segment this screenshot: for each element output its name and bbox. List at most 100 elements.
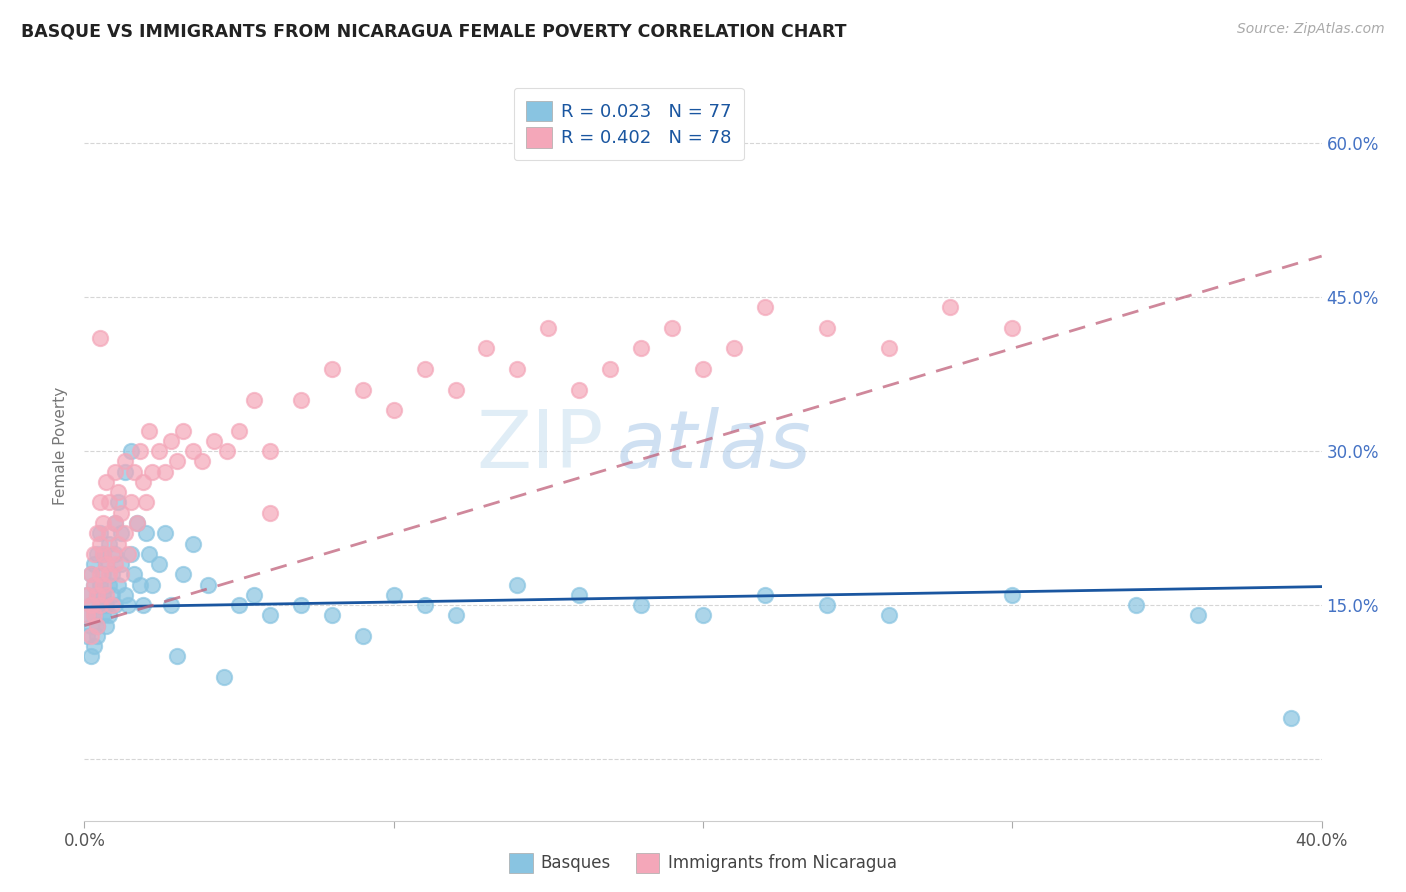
Point: [568, 383, 591, 397]
Point: [141, 465, 163, 479]
Point: [94, 618, 117, 632]
Point: [160, 598, 183, 612]
Point: [91, 608, 114, 623]
Point: [243, 588, 266, 602]
Point: [94, 598, 117, 612]
Point: [1001, 588, 1024, 602]
Point: [107, 495, 129, 509]
Point: [1001, 321, 1024, 335]
Point: [89, 598, 111, 612]
Point: [166, 454, 188, 468]
Point: [86, 629, 108, 643]
Point: [138, 547, 160, 561]
Point: [117, 598, 139, 612]
Point: [120, 444, 142, 458]
Point: [98, 577, 121, 591]
Point: [215, 444, 238, 458]
Point: [76, 588, 98, 602]
Point: [754, 588, 776, 602]
Point: [382, 588, 405, 602]
Point: [228, 424, 250, 438]
Point: [114, 465, 136, 479]
Point: [692, 608, 714, 623]
Point: [76, 608, 98, 623]
Point: [110, 567, 132, 582]
Point: [114, 526, 136, 541]
Point: [290, 598, 312, 612]
Point: [83, 639, 105, 653]
Point: [599, 362, 621, 376]
Point: [148, 557, 170, 571]
Text: atlas: atlas: [616, 407, 811, 485]
Point: [172, 424, 194, 438]
Point: [321, 362, 343, 376]
Point: [110, 506, 132, 520]
Point: [91, 547, 114, 561]
Point: [352, 383, 374, 397]
Point: [815, 598, 838, 612]
Point: [101, 598, 124, 612]
Legend: R = 0.023   N = 77, R = 0.402   N = 78: R = 0.023 N = 77, R = 0.402 N = 78: [513, 88, 744, 161]
Point: [259, 506, 281, 520]
Point: [94, 475, 117, 489]
Point: [815, 321, 838, 335]
Point: [79, 567, 101, 582]
Point: [475, 342, 498, 356]
Point: [104, 547, 127, 561]
Point: [228, 598, 250, 612]
Point: [83, 557, 105, 571]
Point: [202, 434, 225, 448]
Point: [321, 608, 343, 623]
Point: [98, 495, 121, 509]
Point: [141, 577, 163, 591]
Text: ZIP: ZIP: [477, 407, 605, 485]
Point: [506, 362, 529, 376]
Point: [83, 577, 105, 591]
Point: [89, 598, 111, 612]
Point: [94, 588, 117, 602]
Point: [86, 588, 108, 602]
Point: [86, 618, 108, 632]
Point: [122, 465, 145, 479]
Point: [89, 495, 111, 509]
Point: [101, 588, 124, 602]
Point: [181, 536, 204, 550]
Point: [413, 362, 436, 376]
Point: [117, 547, 139, 561]
Point: [104, 557, 127, 571]
Legend: Basques, Immigrants from Nicaragua: Basques, Immigrants from Nicaragua: [502, 847, 904, 880]
Point: [120, 495, 142, 509]
Point: [110, 557, 132, 571]
Point: [259, 608, 281, 623]
Point: [135, 495, 157, 509]
Point: [86, 526, 108, 541]
Point: [506, 577, 529, 591]
Point: [104, 516, 127, 530]
Text: BASQUE VS IMMIGRANTS FROM NICARAGUA FEMALE POVERTY CORRELATION CHART: BASQUE VS IMMIGRANTS FROM NICARAGUA FEMA…: [21, 22, 846, 40]
Point: [114, 454, 136, 468]
Point: [290, 392, 312, 407]
Point: [104, 465, 127, 479]
Point: [138, 424, 160, 438]
Point: [79, 618, 101, 632]
Point: [89, 331, 111, 345]
Point: [352, 629, 374, 643]
Point: [86, 588, 108, 602]
Point: [79, 649, 101, 664]
Point: [79, 598, 101, 612]
Point: [89, 577, 111, 591]
Point: [259, 444, 281, 458]
Point: [197, 577, 219, 591]
Point: [877, 608, 900, 623]
Point: [98, 526, 121, 541]
Point: [148, 444, 170, 458]
Point: [76, 608, 98, 623]
Point: [107, 485, 129, 500]
Point: [120, 547, 142, 561]
Point: [83, 547, 105, 561]
Point: [1125, 598, 1147, 612]
Point: [135, 526, 157, 541]
Point: [939, 301, 962, 315]
Point: [76, 629, 98, 643]
Point: [79, 567, 101, 582]
